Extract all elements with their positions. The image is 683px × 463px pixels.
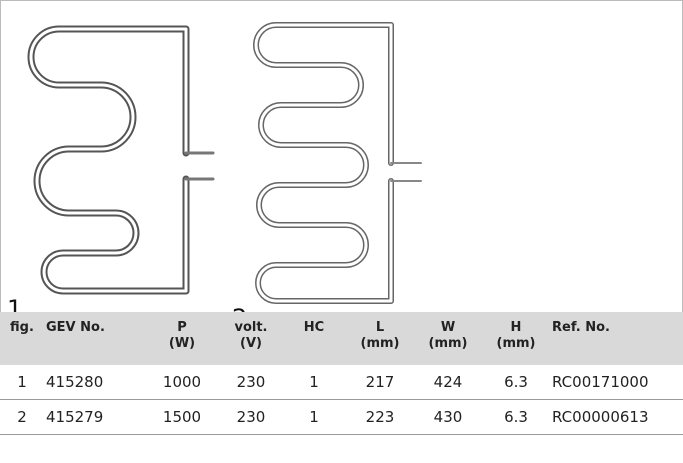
table-cell: 424 xyxy=(414,365,482,400)
header-label: H xyxy=(510,320,522,335)
table-cell: 1000 xyxy=(144,365,220,400)
header-label: HC xyxy=(303,320,325,335)
column-header: volt. (V) xyxy=(220,312,282,365)
table-cell: 430 xyxy=(414,399,482,435)
heating-elements xyxy=(27,22,422,304)
element-1 xyxy=(27,25,215,295)
table-cell: RC00000613 xyxy=(550,399,683,435)
column-header: P (W) xyxy=(144,312,220,365)
table-cell: 6.3 xyxy=(482,399,550,435)
figure-panel: 1 2 xyxy=(0,0,683,332)
table-row: 2 415279 1500 230 1 223 430 6.3 RC00000613 xyxy=(0,399,683,435)
column-header: H (mm) xyxy=(482,312,550,365)
table-cell: 1 xyxy=(0,365,44,400)
table-cell: 1500 xyxy=(144,399,220,435)
column-header: Ref. No. xyxy=(550,312,683,365)
header-row: fig. GEV No. P (W) volt. (V) HC L (mm) W (mm) H (mm)… xyxy=(0,312,683,365)
table-row: 1 415280 1000 230 1 217 424 6.3 RC00171000 xyxy=(0,365,683,400)
table-cell: 223 xyxy=(346,399,414,435)
spec-table: fig. GEV No. P (W) volt. (V) HC L (mm) W (mm) H (mm)… xyxy=(0,312,683,435)
header-label: W xyxy=(440,320,456,335)
header-unit: (mm) xyxy=(360,336,400,351)
table-cell: 217 xyxy=(346,365,414,400)
column-header: W (mm) xyxy=(414,312,482,365)
table-cell: 415280 xyxy=(44,365,144,400)
table-cell: 1 xyxy=(282,399,346,435)
table-cell: 230 xyxy=(220,399,282,435)
header-label: volt. xyxy=(234,320,268,335)
header-label: L xyxy=(375,320,385,335)
table-cell: RC00171000 xyxy=(550,365,683,400)
header-label: Ref. No. xyxy=(552,320,610,335)
header-unit: (mm) xyxy=(496,336,536,351)
header-label: GEV No. xyxy=(46,320,105,335)
table-cell: 1 xyxy=(282,365,346,400)
element-2 xyxy=(253,22,422,304)
table-body: 1 415280 1000 230 1 217 424 6.3 RC00171000 2 41527… xyxy=(0,365,683,435)
table-cell: 6.3 xyxy=(482,365,550,400)
header-unit: (mm) xyxy=(428,336,468,351)
column-header: HC xyxy=(282,312,346,365)
header-unit: (V) xyxy=(240,336,262,351)
table-cell: 230 xyxy=(220,365,282,400)
column-header: L (mm) xyxy=(346,312,414,365)
header-label: P xyxy=(177,320,187,335)
table-cell: 415279 xyxy=(44,399,144,435)
table-cell: 2 xyxy=(0,399,44,435)
column-header: fig. xyxy=(0,312,44,365)
header-label: fig. xyxy=(10,320,34,335)
column-header: GEV No. xyxy=(44,312,144,365)
header-unit: (W) xyxy=(168,336,196,351)
